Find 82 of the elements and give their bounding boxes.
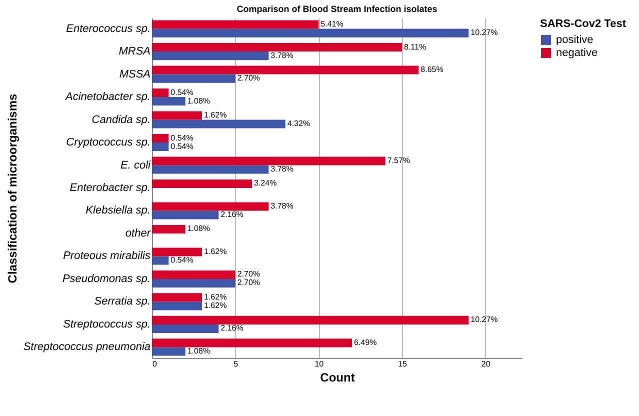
x-tick-label: 0 bbox=[152, 360, 158, 368]
annotation: 1.08% bbox=[187, 96, 210, 106]
y-tick-label: Cryptococcus sp. bbox=[66, 136, 150, 149]
bar bbox=[152, 293, 202, 302]
bar bbox=[152, 316, 469, 324]
bar bbox=[152, 88, 169, 98]
legend-title: SARS-Cov2 Test bbox=[540, 18, 626, 30]
y-tick-label: Streptococcus pneumonia bbox=[23, 341, 150, 354]
annotation: 7.57% bbox=[387, 156, 410, 165]
bar bbox=[152, 134, 169, 143]
annotation: 1.62% bbox=[204, 300, 227, 310]
annotation: 1.62% bbox=[204, 246, 227, 256]
bar bbox=[152, 302, 202, 310]
chart-title: Comparison of Blood Stream Infection isolates bbox=[236, 4, 438, 14]
annotation: 2.16% bbox=[220, 210, 244, 220]
annotation: 2.70% bbox=[237, 278, 260, 288]
y-tick-label: other bbox=[125, 227, 152, 240]
bar bbox=[152, 210, 219, 220]
bar bbox=[152, 347, 186, 356]
bar bbox=[152, 20, 319, 29]
annotation: 8.11% bbox=[404, 42, 426, 52]
bar bbox=[152, 324, 219, 333]
bar bbox=[152, 165, 269, 174]
y-tick-label: Serratia sp. bbox=[94, 296, 150, 308]
y-axis-title: Classification of microorganisms bbox=[5, 93, 20, 284]
annotation: 1.08% bbox=[187, 224, 210, 234]
annotation: 3.78% bbox=[270, 164, 294, 174]
y-tick-label: Pseudomonas sp. bbox=[62, 272, 150, 285]
annotation: 5.41% bbox=[320, 20, 344, 29]
bar bbox=[152, 338, 352, 348]
y-tick-label: Streptococcus sp. bbox=[63, 318, 150, 330]
annotation: 2.70% bbox=[237, 270, 260, 279]
y-tick-label: Klebsiella sp. bbox=[86, 204, 150, 217]
y-tick-label: Candida sp. bbox=[92, 114, 150, 126]
bar bbox=[152, 120, 286, 128]
bar bbox=[152, 43, 402, 52]
x-tick-label: 20 bbox=[481, 360, 491, 368]
bar bbox=[152, 66, 419, 74]
annotation: 2.16% bbox=[220, 324, 244, 333]
bar bbox=[152, 28, 469, 38]
bar bbox=[152, 156, 386, 166]
bar bbox=[152, 256, 169, 265]
annotation: 10.27% bbox=[470, 28, 498, 38]
annotation: 4.32% bbox=[287, 119, 310, 128]
annotation: 2.70% bbox=[237, 74, 260, 83]
annotation: 8.65% bbox=[420, 65, 444, 74]
bar bbox=[152, 278, 236, 288]
annotation: 1.08% bbox=[187, 346, 210, 356]
annotation: 1.62% bbox=[204, 110, 227, 120]
annotation: 6.49% bbox=[354, 338, 377, 347]
x-tick-label: 5 bbox=[234, 360, 239, 368]
annotation: 3.78% bbox=[270, 201, 294, 210]
bar bbox=[152, 270, 236, 279]
bar bbox=[152, 111, 202, 120]
y-tick-label: Enterobacter sp. bbox=[70, 182, 150, 194]
bar bbox=[152, 52, 269, 60]
bar bbox=[152, 97, 186, 106]
annotation: 0.54% bbox=[170, 133, 194, 142]
x-tick-label: 10 bbox=[314, 360, 324, 368]
annotation: 0.54% bbox=[170, 142, 194, 151]
y-tick-label: Enterococcus sp. bbox=[66, 22, 150, 35]
y-tick-label: Acinetobacter sp. bbox=[64, 91, 150, 104]
annotation: 0.54% bbox=[170, 88, 194, 97]
y-tick-label: MSSA bbox=[119, 68, 150, 80]
y-tick-label: Proteous mirabilis bbox=[63, 250, 151, 262]
annotation: 10.27% bbox=[470, 315, 498, 324]
x-tick-label: 15 bbox=[398, 360, 408, 368]
legend-label: negative bbox=[556, 47, 598, 59]
y-tick-label: E. coli bbox=[120, 159, 152, 172]
y-tick-label: MRSA bbox=[118, 46, 150, 58]
bar bbox=[152, 179, 252, 188]
bar bbox=[152, 248, 202, 256]
legend-label: positive bbox=[556, 34, 594, 46]
x-axis-title: Count bbox=[320, 370, 355, 384]
bar bbox=[152, 74, 236, 83]
annotation: 3.24% bbox=[254, 178, 277, 188]
annotation: 3.78% bbox=[270, 50, 294, 60]
bar bbox=[152, 224, 186, 234]
annotation: 0.54% bbox=[170, 255, 194, 264]
bar bbox=[152, 202, 269, 211]
annotation: 1.62% bbox=[204, 292, 227, 302]
bar bbox=[152, 142, 169, 152]
